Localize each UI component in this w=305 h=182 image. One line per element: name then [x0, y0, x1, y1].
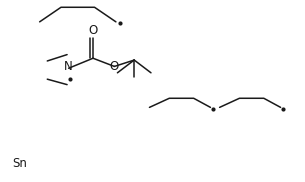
Text: O: O: [88, 24, 98, 37]
Text: N: N: [64, 60, 73, 73]
Text: Sn: Sn: [12, 157, 27, 170]
Text: O: O: [110, 60, 119, 73]
